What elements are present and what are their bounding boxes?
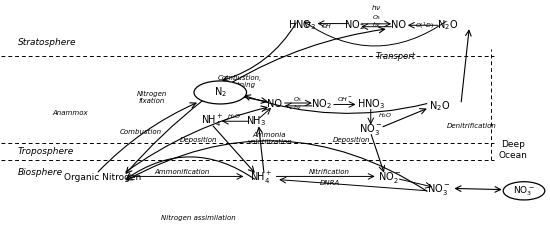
- Text: $H_2O$: $H_2O$: [227, 112, 241, 121]
- Text: $OH^-$: $OH^-$: [337, 95, 353, 103]
- Text: N$_2$: N$_2$: [214, 86, 227, 99]
- Text: $O_3$: $O_3$: [293, 95, 303, 104]
- Text: Ammonification: Ammonification: [155, 169, 210, 175]
- Text: NH$_3$: NH$_3$: [246, 114, 266, 128]
- Text: NO$_2^-$: NO$_2^-$: [378, 170, 402, 185]
- Text: $O_3$: $O_3$: [372, 13, 381, 22]
- Text: Troposphere: Troposphere: [18, 147, 74, 156]
- Text: Deposition: Deposition: [333, 136, 370, 143]
- Circle shape: [503, 182, 545, 200]
- Text: Anammox: Anammox: [52, 110, 87, 116]
- Text: DNRA: DNRA: [320, 180, 340, 186]
- Text: HNO$_3$: HNO$_3$: [357, 98, 385, 111]
- Text: $h\nu$: $h\nu$: [371, 3, 381, 12]
- Text: Transport: Transport: [376, 52, 415, 61]
- Text: Biosphere: Biosphere: [18, 168, 63, 177]
- Text: Combustion: Combustion: [120, 129, 162, 135]
- Text: Organic Nitrogen: Organic Nitrogen: [64, 173, 141, 182]
- Text: HNO$_3$: HNO$_3$: [288, 18, 316, 32]
- Text: Deposition: Deposition: [180, 136, 217, 143]
- Text: NO$_3^-$: NO$_3^-$: [513, 184, 535, 197]
- Text: Nitrogen assimilation: Nitrogen assimilation: [161, 215, 236, 220]
- Text: NO: NO: [267, 99, 283, 110]
- Text: NH$_4^+$: NH$_4^+$: [250, 170, 273, 186]
- Text: NO$_3^-$: NO$_3^-$: [359, 122, 382, 137]
- Text: $OH^-$: $OH^-$: [321, 22, 337, 30]
- Text: NO$_3^-$: NO$_3^-$: [427, 182, 451, 197]
- Text: $h\nu$: $h\nu$: [293, 102, 303, 110]
- Circle shape: [194, 81, 246, 104]
- Text: N$_2$O: N$_2$O: [437, 18, 458, 32]
- Text: Deep
Ocean: Deep Ocean: [499, 140, 527, 160]
- Text: $H_2O$: $H_2O$: [378, 111, 392, 120]
- Text: Denitrification: Denitrification: [447, 123, 497, 129]
- Text: $O(^1D)$: $O(^1D)$: [415, 21, 434, 31]
- Text: Stratosphere: Stratosphere: [18, 37, 76, 47]
- Text: NO: NO: [390, 20, 406, 30]
- Text: $h\nu$: $h\nu$: [372, 21, 381, 28]
- Text: NO$_2$: NO$_2$: [344, 18, 365, 32]
- Text: NO$_2$: NO$_2$: [311, 98, 332, 111]
- Text: Nitrogen
fixation: Nitrogen fixation: [137, 91, 167, 104]
- Text: Combustion,
Lightning: Combustion, Lightning: [217, 75, 262, 88]
- Text: Ammonia
volatilization: Ammonia volatilization: [247, 132, 292, 145]
- Text: Nitrification: Nitrification: [309, 169, 350, 175]
- Text: N$_2$O: N$_2$O: [428, 99, 450, 112]
- Text: NH$_4^+$: NH$_4^+$: [201, 113, 223, 129]
